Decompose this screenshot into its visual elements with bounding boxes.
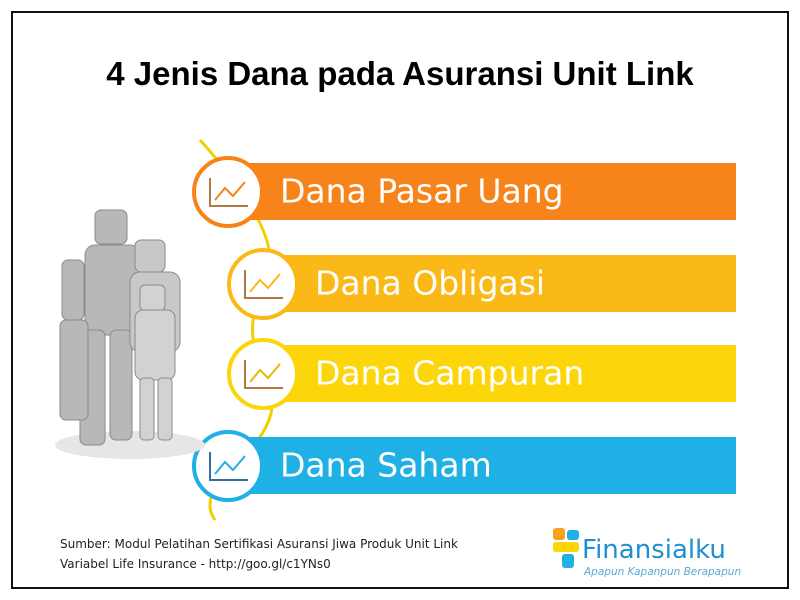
bar (275, 345, 736, 402)
icon-circle (227, 248, 299, 320)
source-line: Variabel Life Insurance - http://goo.gl/… (60, 557, 331, 571)
family-figures (55, 209, 205, 459)
logo-name: Finansialku (582, 535, 726, 565)
bar (275, 255, 736, 312)
icon-circle (192, 430, 264, 502)
source-line: Sumber: Modul Pelatihan Sertifikasi Asur… (60, 537, 458, 551)
title: 4 Jenis Dana pada Asuransi Unit Link (106, 55, 694, 92)
icon-circle (227, 338, 299, 410)
logo-mark (553, 528, 579, 568)
logo-tagline: Apapun Kapanpun Berapapun (583, 566, 741, 578)
item-label: Dana Saham (280, 446, 492, 485)
item-label: Dana Obligasi (315, 264, 545, 303)
item-label: Dana Campuran (315, 354, 584, 393)
bar (240, 437, 736, 494)
icon-circle (192, 156, 264, 228)
bar (240, 163, 736, 220)
item-label: Dana Pasar Uang (280, 172, 564, 211)
